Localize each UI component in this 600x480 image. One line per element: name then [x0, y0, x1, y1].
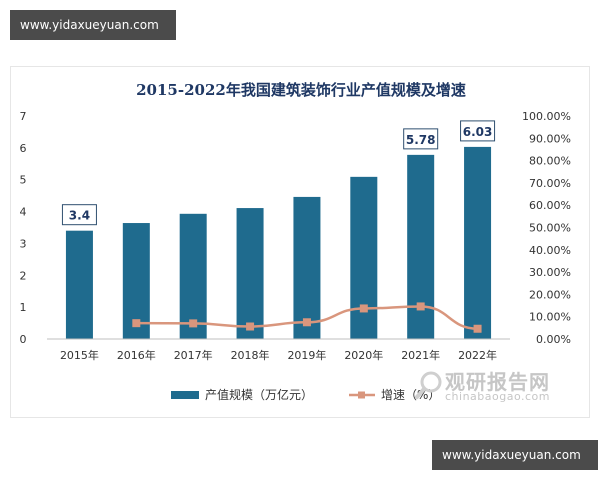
y-left-tick-label: 2: [20, 269, 27, 282]
chart: 2015-2022年我国建筑装饰行业产值规模及增速 012345670.00%1…: [20, 81, 572, 402]
data-label-box: [460, 120, 496, 142]
y-right-tick-label: 0.00%: [536, 333, 571, 346]
growth-point-2019年: [302, 318, 311, 327]
y-right-tick-label: 90.00%: [529, 132, 571, 145]
magnifier-icon: [415, 371, 442, 399]
y-left-tick-label: 4: [20, 206, 27, 219]
x-tick-label: 2016年: [117, 348, 156, 362]
data-label-box: [61, 204, 97, 226]
y-left-tick-label: 3: [20, 237, 27, 250]
x-tick-label: 2017年: [174, 348, 213, 362]
y-right-tick-label: 100.00%: [522, 110, 571, 123]
bar-2019年: [293, 196, 321, 339]
y-left-tick-label: 5: [20, 174, 27, 187]
x-tick-label: 2022年: [458, 348, 497, 362]
watermark-bottom: www.yidaxueyuan.com: [432, 440, 598, 470]
y-right-tick-label: 50.00%: [529, 222, 571, 235]
x-tick-label: 2015年: [60, 348, 99, 362]
source-logo-name: 观研报告网: [445, 370, 550, 394]
legend-line-marker: [358, 391, 365, 399]
y-left-tick-label: 0: [20, 333, 27, 346]
chart-title: 2015-2022年我国建筑装饰行业产值规模及增速: [136, 81, 466, 99]
growth-point-2018年: [246, 322, 255, 331]
bar-2017年: [179, 213, 207, 339]
bar-2022年: [464, 146, 492, 339]
y-right-tick-label: 60.00%: [529, 199, 571, 212]
y-left-tick-label: 7: [20, 110, 27, 123]
y-right-tick-label: 10.00%: [529, 311, 571, 324]
data-label: 5.78: [406, 133, 436, 147]
source-logo-url: chinabaogao.com: [445, 390, 550, 403]
x-tick-label: 2019年: [287, 348, 326, 362]
legend-bar-label: 产值规模（万亿元）: [205, 387, 313, 402]
y-right-tick-label: 70.00%: [529, 177, 571, 190]
growth-point-2021年: [416, 302, 425, 311]
bar-2018年: [236, 208, 264, 339]
y-left-tick-label: 1: [20, 301, 27, 314]
growth-point-2020年: [359, 304, 368, 313]
legend-line-label: 增速（%）: [381, 388, 440, 402]
x-tick-label: 2018年: [231, 348, 270, 362]
chart-panel: 2015-2022年我国建筑装饰行业产值规模及增速 0 1 2 3 4 5 6 7 0.00% 1…: [10, 66, 590, 418]
x-tick-label: 2020年: [344, 348, 383, 362]
data-label-box: [403, 128, 439, 150]
y-right-tick-label: 40.00%: [529, 244, 571, 257]
growth-point-2017年: [189, 319, 198, 328]
legend: 产值规模（万亿元） 增速（%）: [171, 387, 440, 402]
y-left-tick-label: 6: [20, 142, 27, 155]
data-label: 6.03: [463, 125, 493, 139]
y-right-tick-label: 30.00%: [529, 266, 571, 279]
bar-2015年: [65, 230, 93, 339]
bar-2020年: [350, 176, 378, 339]
growth-point-2016年: [132, 319, 141, 328]
y-right-tick-label: 20.00%: [529, 288, 571, 301]
data-label: 3.4: [69, 209, 90, 223]
growth-point-2022年: [473, 324, 482, 333]
y-right-tick-label: 80.00%: [529, 155, 571, 168]
source-logo: 观研报告网 chinabaogao.com: [415, 364, 590, 408]
bar-2021年: [407, 154, 435, 339]
legend-bar-swatch: [171, 391, 199, 399]
watermark-top: www.yidaxueyuan.com: [10, 10, 176, 40]
x-tick-label: 2021年: [401, 348, 440, 362]
